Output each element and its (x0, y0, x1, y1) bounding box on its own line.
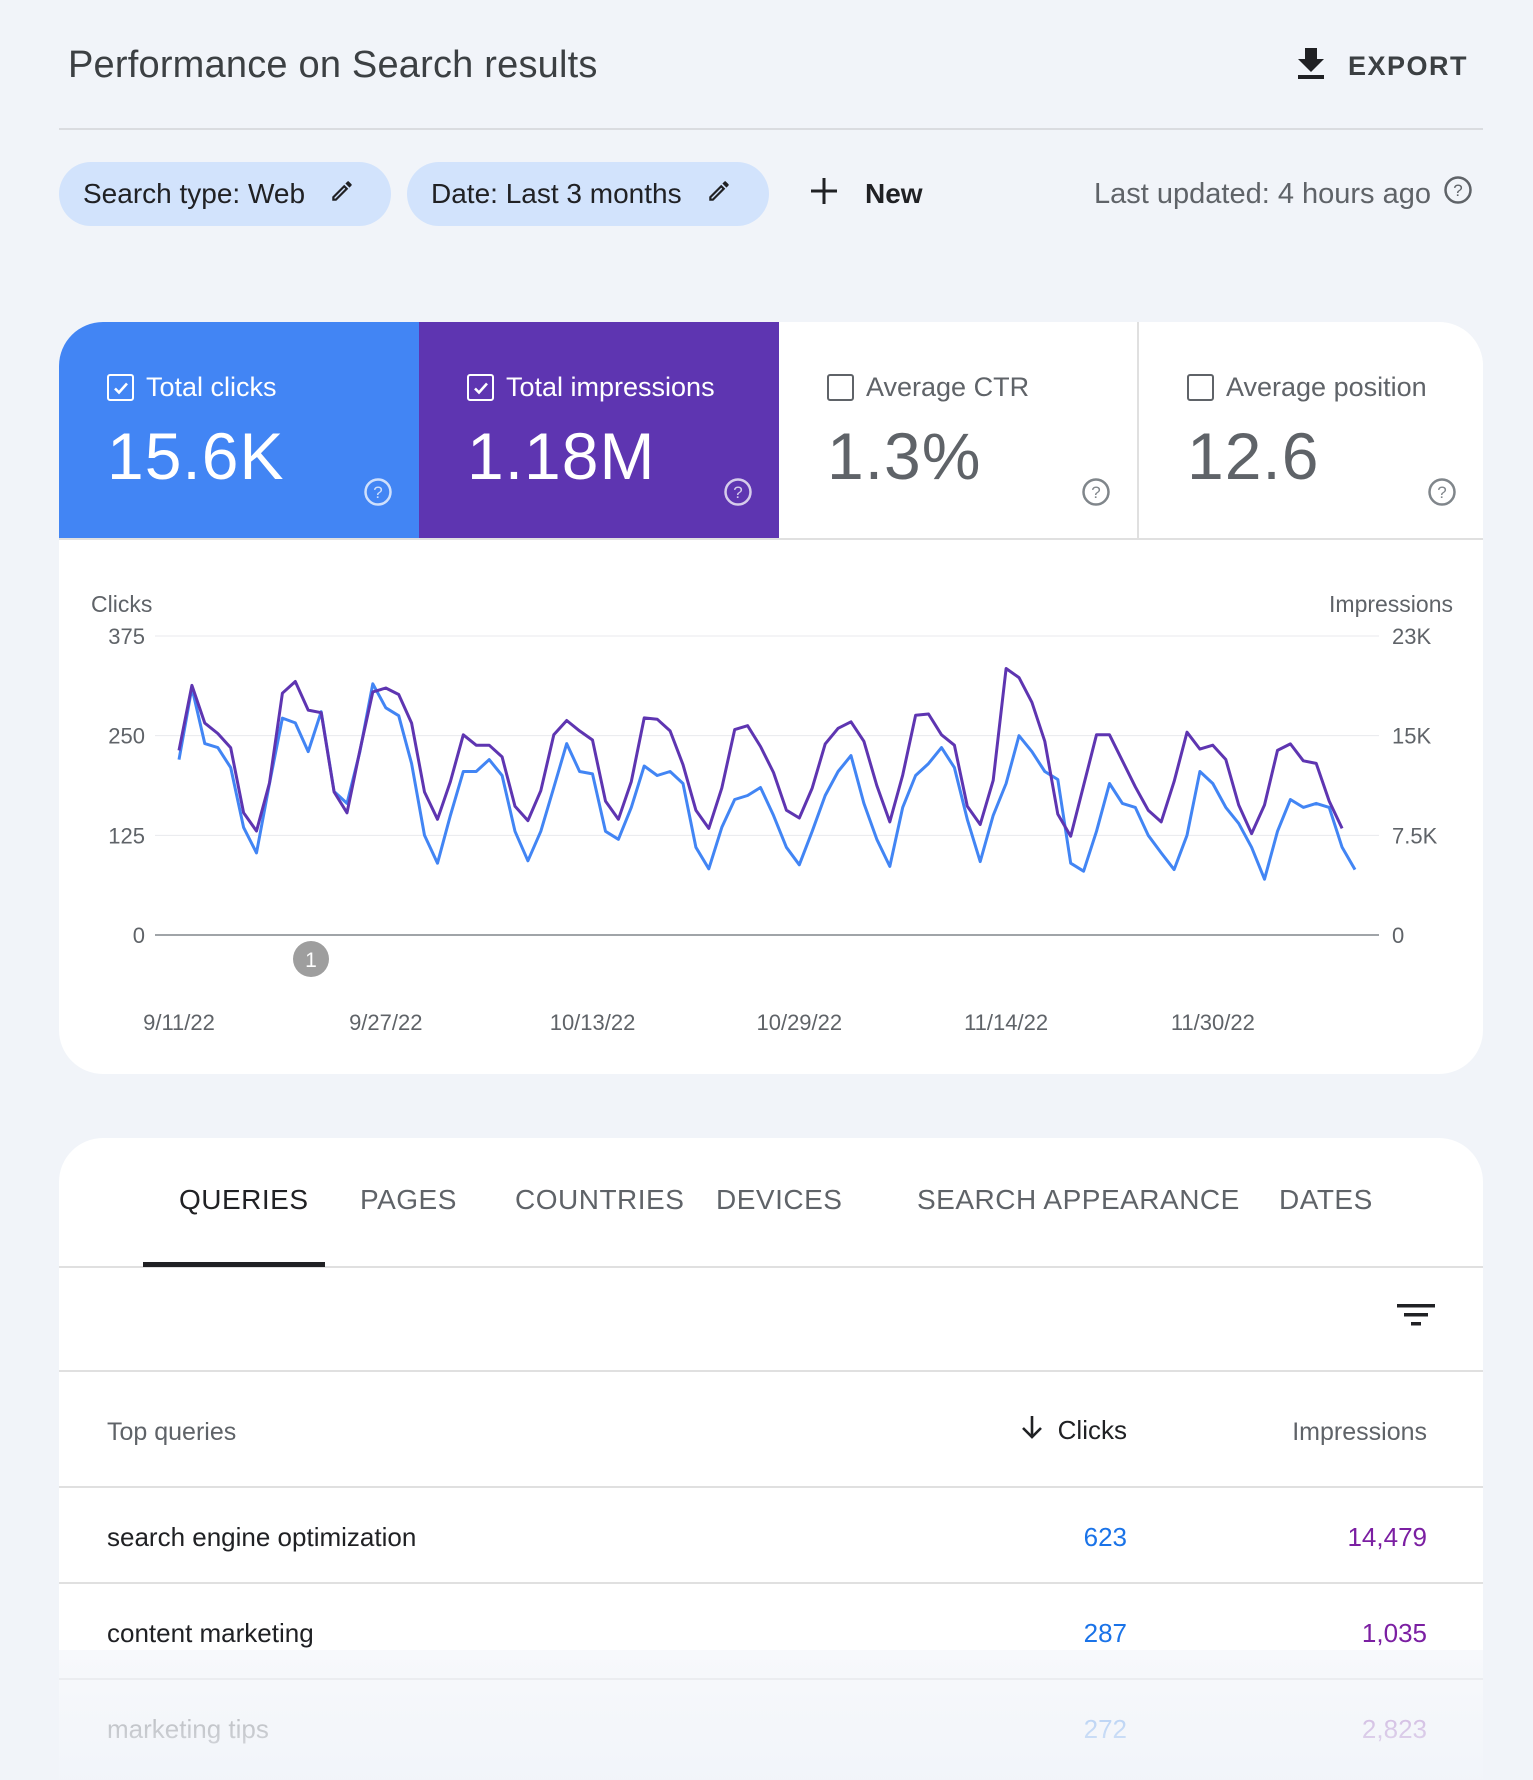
clicks-header-label: Clicks (1057, 1415, 1127, 1445)
metric-label: Total impressions (506, 372, 715, 402)
page-title: Performance on Search results (68, 44, 598, 86)
table-row[interactable]: content marketing 287 1,035 (59, 1584, 1483, 1680)
edit-icon (329, 178, 355, 211)
performance-chart[interactable]: Clicks Impressions 375 250 125 0 23K 15K 7.5K… (59, 540, 1483, 1074)
y-left-axis-label: Clicks (91, 591, 152, 617)
last-updated: Last updated: 4 hours ago ? (1094, 162, 1473, 226)
y-right-tick-label: 23K (1392, 624, 1431, 649)
chart-svg: Clicks Impressions 375 250 125 0 23K 15K 7.5K… (91, 591, 1453, 1035)
metric-label: Average CTR (866, 372, 1030, 402)
metric-label: Total clicks (146, 372, 277, 402)
svg-text:?: ? (1453, 181, 1462, 200)
clicks-cell: 287 (1083, 1618, 1127, 1648)
date-label: Date: Last 3 months (431, 178, 682, 209)
active-tab-indicator (143, 1262, 325, 1267)
help-icon[interactable]: ? (1427, 477, 1457, 512)
x-tick-label: 10/13/22 (550, 1010, 636, 1035)
help-icon[interactable]: ? (1443, 175, 1473, 213)
help-icon[interactable]: ? (363, 477, 393, 512)
filter-icon[interactable] (1397, 1300, 1435, 1335)
search-type-label: Search type: Web (83, 178, 306, 209)
export-button[interactable]: EXPORT (1296, 46, 1468, 87)
tab-dates[interactable]: DATES (1279, 1184, 1373, 1215)
query-cell: content marketing (107, 1618, 314, 1648)
table-header: Top queries Clicks Impressions (59, 1372, 1483, 1488)
x-tick-label: 9/11/22 (143, 1010, 215, 1035)
tab-queries[interactable]: QUERIES (179, 1184, 309, 1215)
new-filter-button[interactable]: New (809, 162, 923, 226)
y-left-tick-label: 250 (108, 724, 145, 749)
page-header: Performance on Search results EXPORT (59, 0, 1483, 130)
dimension-tabs: QUERIES PAGES COUNTRIES DEVICES SEARCH A… (59, 1138, 1483, 1268)
y-right-axis-label: Impressions (1329, 591, 1453, 617)
metric-total-clicks[interactable]: Total clicks 15.6K ? (59, 322, 419, 540)
edit-icon (706, 178, 732, 211)
export-label: EXPORT (1347, 51, 1468, 81)
x-tick-label: 11/14/22 (964, 1010, 1048, 1035)
table-row[interactable]: search engine optimization 623 14,479 (59, 1488, 1483, 1584)
metric-value: 1.18M (467, 419, 656, 493)
x-tick-label: 10/29/22 (756, 1010, 842, 1035)
performance-card: Total clicks 15.6K ? Total impressions 1… (59, 322, 1483, 1074)
metric-average-position[interactable]: Average position 12.6 ? (1139, 322, 1483, 540)
annotation-marker[interactable]: 1 (293, 941, 329, 977)
y-left-tick-label: 375 (108, 624, 145, 649)
metric-value: 1.3% (827, 419, 982, 493)
impressions-cell: 14,479 (1347, 1522, 1427, 1552)
column-header-clicks[interactable]: Clicks (1020, 1414, 1127, 1447)
metric-average-ctr[interactable]: Average CTR 1.3% ? (779, 322, 1139, 540)
impressions-cell: 2,823 (1361, 1714, 1427, 1744)
series-line-impressions (177, 667, 1344, 838)
query-cell: search engine optimization (107, 1522, 417, 1552)
column-header-query: Top queries (107, 1418, 237, 1446)
search-type-chip[interactable]: Search type: Web (59, 162, 391, 226)
x-tick-label: 9/27/22 (349, 1010, 422, 1035)
tab-pages[interactable]: PAGES (360, 1184, 457, 1215)
new-label: New (865, 178, 923, 209)
checkbox-checked-icon[interactable] (107, 374, 134, 401)
checkbox-unchecked-icon[interactable] (827, 374, 854, 401)
svg-text:?: ? (1437, 483, 1446, 502)
table-filter-bar (59, 1268, 1483, 1372)
download-icon (1296, 46, 1326, 87)
query-cell: marketing tips (107, 1714, 269, 1744)
y-right-tick-label: 15K (1392, 724, 1431, 749)
y-left-tick-label: 125 (108, 823, 145, 848)
annotation-label: 1 (305, 949, 317, 972)
filter-row: Search type: Web Date: Last 3 months New… (59, 162, 1483, 226)
tab-search-appearance[interactable]: SEARCH APPEARANCE (917, 1184, 1240, 1215)
metric-label: Average position (1226, 372, 1427, 402)
arrow-down-icon (1020, 1414, 1044, 1447)
y-left-tick-label: 0 (133, 923, 145, 948)
checkbox-unchecked-icon[interactable] (1187, 374, 1214, 401)
last-updated-text: Last updated: 4 hours ago (1094, 177, 1431, 210)
clicks-cell: 272 (1083, 1714, 1127, 1744)
column-header-impressions[interactable]: Impressions (1292, 1418, 1427, 1446)
clicks-cell: 623 (1083, 1522, 1127, 1552)
plus-icon (809, 176, 839, 213)
metric-total-impressions[interactable]: Total impressions 1.18M ? (419, 322, 779, 540)
svg-text:?: ? (733, 483, 742, 502)
x-tick-label: 11/30/22 (1171, 1010, 1255, 1035)
tab-countries[interactable]: COUNTRIES (515, 1184, 685, 1215)
dimensions-card: QUERIES PAGES COUNTRIES DEVICES SEARCH A… (59, 1138, 1483, 1780)
metric-value: 15.6K (107, 419, 285, 493)
svg-text:?: ? (1091, 483, 1100, 502)
metric-value: 12.6 (1187, 419, 1320, 493)
help-icon[interactable]: ? (723, 477, 753, 512)
y-right-tick-label: 0 (1392, 923, 1404, 948)
help-icon[interactable]: ? (1081, 477, 1111, 512)
tab-devices[interactable]: DEVICES (716, 1184, 843, 1215)
date-chip[interactable]: Date: Last 3 months (407, 162, 769, 226)
y-right-tick-label: 7.5K (1392, 823, 1438, 848)
series-line-clicks (177, 682, 1357, 881)
svg-text:?: ? (373, 483, 382, 502)
table-row[interactable]: marketing tips 272 2,823 (59, 1680, 1483, 1776)
checkbox-checked-icon[interactable] (467, 374, 494, 401)
impressions-cell: 1,035 (1361, 1618, 1427, 1648)
